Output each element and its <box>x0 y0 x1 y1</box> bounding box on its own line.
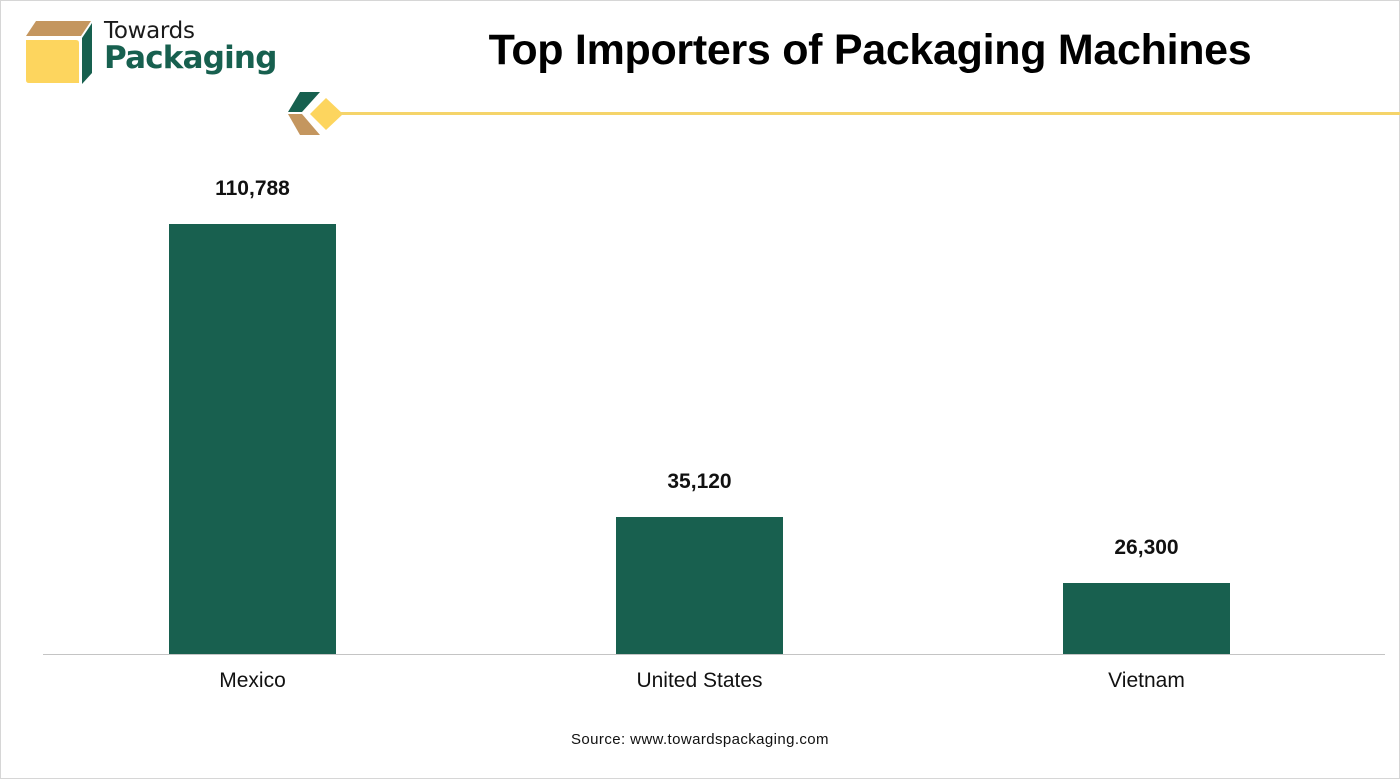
brand-name-bottom: Packaging <box>104 40 277 76</box>
x-axis-line <box>43 654 1385 655</box>
bar-mexico <box>169 224 336 654</box>
category-label-united-states: United States <box>636 669 763 692</box>
category-label-mexico: Mexico <box>219 669 286 692</box>
box-logo-icon <box>26 21 92 84</box>
bar-united-states <box>616 517 783 654</box>
source-note: Source: www.towardspackaging.com <box>571 731 829 748</box>
data-label-vietnam: 26,300 <box>1114 536 1179 559</box>
brand-logo: Towards Packaging <box>26 18 286 88</box>
chart-title: Top Importers of Packaging Machines <box>488 26 1252 74</box>
cube-divider-icon <box>288 92 343 135</box>
bar-vietnam <box>1063 583 1230 654</box>
brand-name-top: Towards <box>104 18 195 44</box>
data-label-united-states: 35,120 <box>667 470 732 493</box>
title-divider-line <box>340 112 1400 115</box>
category-label-vietnam: Vietnam <box>1108 669 1185 692</box>
data-label-mexico: 110,788 <box>215 177 290 200</box>
